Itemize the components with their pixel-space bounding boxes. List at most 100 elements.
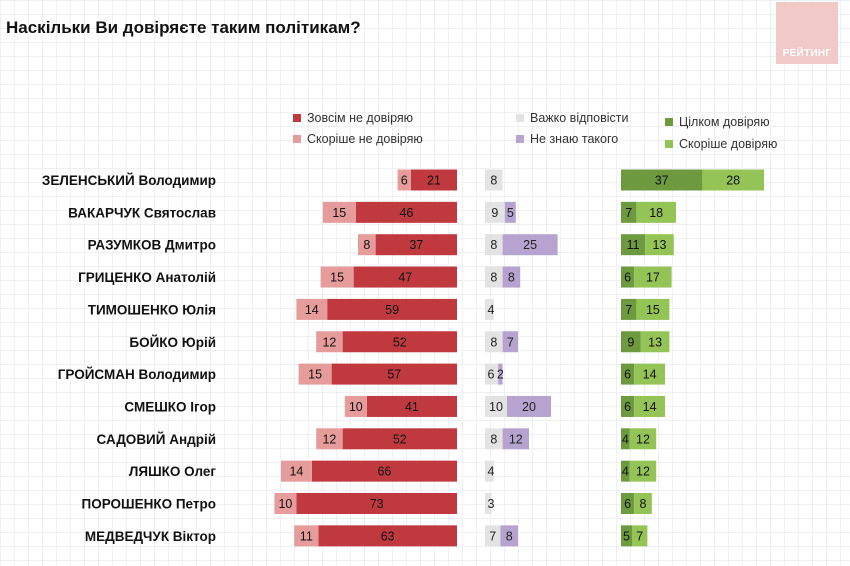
strongly-distrust-label: 37 (409, 238, 423, 252)
rather-trust-bar (629, 428, 657, 450)
rather-trust-bar (645, 234, 674, 256)
hard-to-say-label: 9 (491, 206, 498, 220)
fully-trust-label: 4 (622, 465, 629, 479)
strongly-distrust-bar (296, 493, 457, 514)
rather-trust-label: 28 (726, 174, 740, 188)
logo-text: РЕЙТИНГ (782, 48, 832, 59)
hard-to-say-bar (485, 169, 503, 191)
dont-know-label: 8 (508, 271, 515, 285)
rather-trust-bar (634, 266, 672, 288)
rather-trust-label: 13 (653, 238, 667, 252)
fully-trust-label: 6 (624, 497, 631, 511)
legend-label-rather-trust: Скоріше довіряю (679, 137, 778, 151)
rather-distrust-label: 8 (363, 238, 370, 252)
dont-know-label: 2 (497, 368, 504, 382)
rather-distrust-bar (344, 395, 367, 417)
rather-distrust-bar (397, 169, 411, 191)
chart-title: Наскільки Ви довіряєте таким політикам? (6, 18, 361, 37)
rather-trust-label: 14 (643, 400, 657, 414)
rather-trust-label: 12 (636, 432, 650, 446)
legend-item-rather-trust: Скоріше довіряю (665, 137, 777, 151)
strongly-distrust-bar (375, 234, 457, 256)
fully-trust-bar (621, 266, 635, 288)
legend-item-rather-distrust: Скоріше не довіряю (293, 132, 423, 146)
hard-to-say-bar (485, 363, 499, 385)
strongly-distrust-label: 52 (393, 335, 407, 349)
rather-distrust-label: 10 (278, 497, 292, 511)
hard-to-say-label: 6 (488, 368, 495, 382)
category-label: САДОВИЙ Андрій (97, 432, 216, 447)
category-label: РАЗУМКОВ Дмитро (88, 238, 216, 253)
rather-trust-label: 7 (636, 529, 643, 543)
legend-swatch-strongly-distrust (293, 114, 301, 122)
fully-trust-bar (621, 234, 646, 256)
category-label: МЕДВЕДЧУК Віктор (85, 529, 216, 544)
strongly-distrust-bar (342, 331, 457, 353)
hard-to-say-label: 4 (488, 303, 495, 317)
dont-know-label: 5 (507, 206, 514, 220)
fully-trust-label: 6 (624, 368, 631, 382)
fully-trust-bar (621, 169, 703, 191)
category-label: ТИМОШЕНКО Юлія (88, 302, 216, 317)
hard-to-say-bar (485, 493, 492, 514)
strongly-distrust-label: 21 (427, 174, 441, 188)
category-label: СМЕШКО Ігор (124, 399, 216, 414)
legend-item-dont-know: Не знаю такого (516, 132, 618, 146)
hard-to-say-label: 8 (490, 174, 497, 188)
rather-trust-bar (632, 525, 648, 547)
strongly-distrust-label: 59 (385, 303, 399, 317)
fully-trust-label: 11 (627, 238, 640, 252)
strongly-distrust-bar (327, 298, 457, 320)
strongly-distrust-bar (353, 266, 457, 288)
fully-trust-label: 7 (625, 303, 632, 317)
hard-to-say-bar (485, 298, 494, 320)
legend-item-hard-to-say: Важко відповісти (516, 111, 629, 125)
rather-distrust-label: 15 (330, 271, 344, 285)
strongly-distrust-label: 66 (377, 465, 391, 479)
strongly-distrust-label: 57 (387, 368, 401, 382)
rather-distrust-bar (294, 525, 319, 547)
hard-to-say-label: 3 (488, 497, 495, 511)
rather-trust-bar (702, 169, 764, 191)
rather-distrust-label: 12 (322, 432, 336, 446)
dont-know-label: 8 (506, 529, 513, 543)
legend-label-rather-distrust: Скоріше не довіряю (307, 132, 423, 146)
strongly-distrust-bar (311, 460, 457, 482)
strongly-distrust-bar (342, 428, 457, 450)
dont-know-label: 20 (522, 400, 536, 414)
hard-to-say-label: 7 (489, 529, 496, 543)
dont-know-bar (500, 525, 518, 547)
category-label: ЛЯШКО Олег (129, 464, 216, 479)
hard-to-say-label: 8 (490, 432, 497, 446)
legend-swatch-fully-trust (665, 118, 673, 126)
rather-trust-label: 17 (646, 271, 660, 285)
fully-trust-bar (621, 363, 635, 385)
legend-label-strongly-distrust: Зовсім не довіряю (307, 111, 414, 125)
rather-trust-label: 14 (643, 368, 657, 382)
dont-know-label: 25 (523, 238, 537, 252)
rather-distrust-bar (322, 201, 356, 223)
rather-distrust-label: 15 (332, 206, 346, 220)
dont-know-label: 12 (509, 432, 523, 446)
category-label: ГРИЦЕНКО Анатолій (78, 270, 216, 285)
category-label: БОЙКО Юрій (129, 335, 216, 350)
rather-distrust-label: 10 (349, 400, 363, 414)
fully-trust-bar (621, 201, 637, 223)
rather-trust-bar (634, 395, 665, 417)
strongly-distrust-bar (366, 395, 457, 417)
fully-trust-label: 37 (655, 174, 669, 188)
legend-swatch-hard-to-say (516, 114, 524, 122)
rather-trust-bar (634, 363, 665, 385)
rather-distrust-bar (320, 266, 354, 288)
strongly-distrust-label: 47 (398, 271, 412, 285)
fully-trust-bar (621, 493, 635, 514)
rather-distrust-bar (281, 460, 312, 482)
rating-logo: РЕЙТИНГ (776, 2, 838, 64)
fully-trust-bar (621, 428, 630, 450)
dont-know-bar (504, 201, 516, 223)
rather-trust-label: 15 (646, 303, 660, 317)
fully-trust-bar (621, 298, 637, 320)
rather-distrust-bar (298, 363, 332, 385)
hard-to-say-label: 4 (488, 465, 495, 479)
